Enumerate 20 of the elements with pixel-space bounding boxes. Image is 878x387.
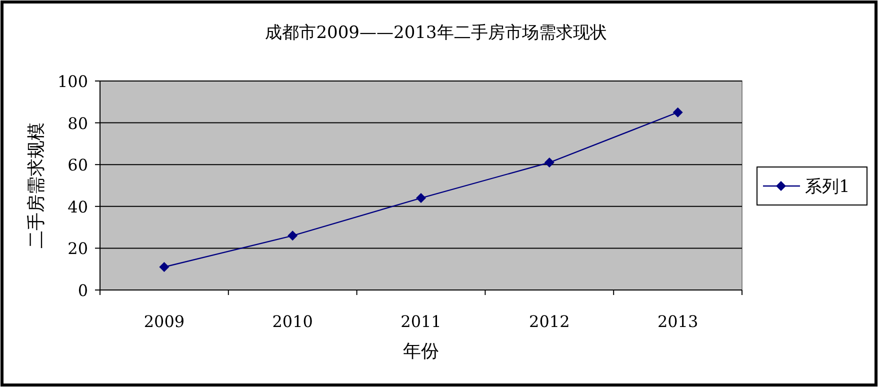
x-tick-label: 2013: [657, 312, 698, 331]
x-tick-label: 2009: [144, 312, 185, 331]
legend-label: 系列1: [805, 177, 850, 197]
y-tick-label: 40: [68, 197, 88, 216]
point: [672, 107, 683, 118]
y-tick-label: 60: [68, 156, 88, 175]
x-axis-title: 年份: [403, 341, 439, 362]
x-tick-label: 2012: [529, 312, 570, 331]
point: [159, 262, 170, 272]
y-axis-title: 二手房需求规模: [26, 122, 47, 248]
point: [288, 230, 298, 241]
y-tick-label: 80: [68, 114, 88, 133]
x-tick-label: 2010: [272, 312, 313, 331]
x-tick-label: 2011: [400, 312, 442, 331]
y-tick-label: 100: [57, 72, 88, 91]
chart-title: 成都市2009——2013年二手房市场需求现状: [265, 23, 607, 43]
y-tick-label: 20: [68, 239, 88, 258]
point: [544, 158, 554, 168]
y-tick-label: 0: [78, 281, 88, 300]
point: [416, 193, 426, 204]
